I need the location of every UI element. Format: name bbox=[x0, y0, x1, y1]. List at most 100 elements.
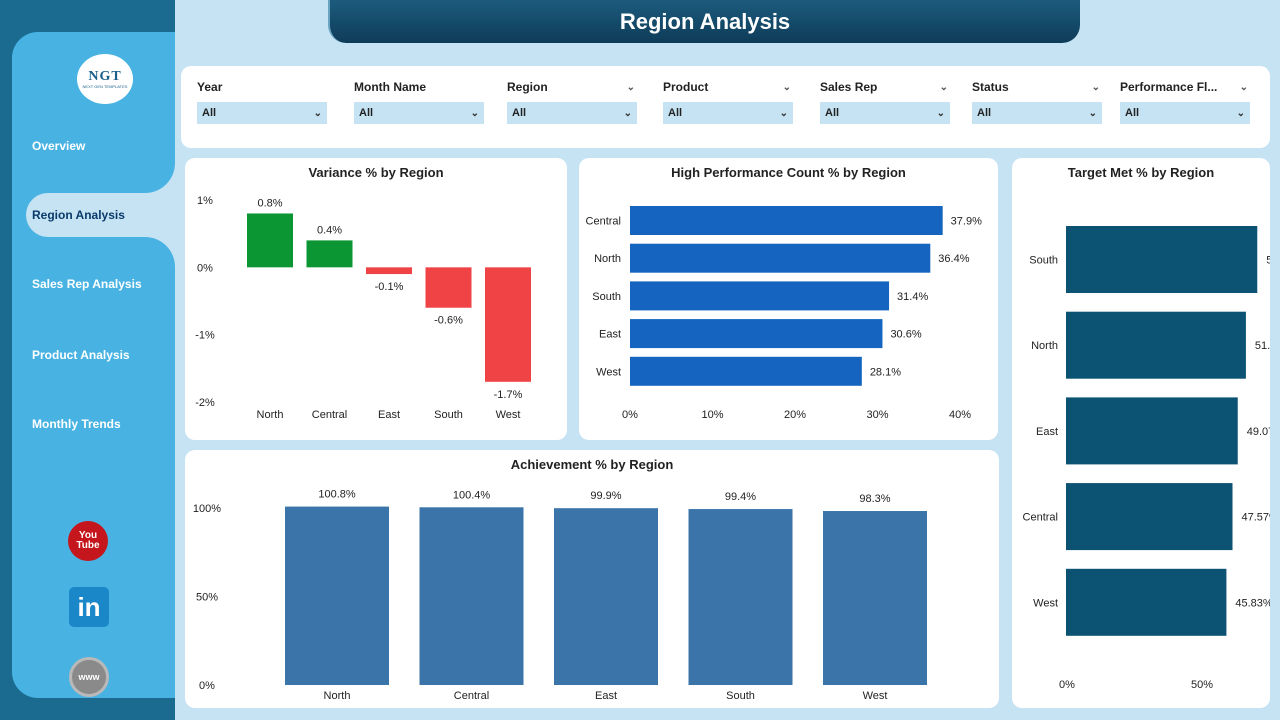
filter-sales-rep: Sales Rep ⌄ All ⌄ bbox=[820, 78, 950, 124]
filter-sales-rep-dropdown[interactable]: All ⌄ bbox=[820, 102, 950, 124]
nav-item-sales-rep-analysis[interactable]: Sales Rep Analysis bbox=[32, 277, 142, 291]
youtube-icon[interactable]: You Tube bbox=[68, 521, 108, 561]
data-label: 100.8% bbox=[318, 489, 356, 501]
chevron-down-icon[interactable]: ⌄ bbox=[1239, 81, 1248, 93]
y-tick-label: South bbox=[592, 291, 621, 303]
y-tick-label: North bbox=[594, 253, 621, 265]
y-tick-label: West bbox=[596, 366, 621, 378]
chart-title: Variance % by Region bbox=[308, 165, 444, 180]
y-tick-label: 1% bbox=[197, 195, 213, 207]
filter-label: Region bbox=[507, 80, 548, 94]
bar[interactable] bbox=[630, 206, 943, 235]
filter-product: Product ⌄ All ⌄ bbox=[663, 78, 793, 124]
chevron-down-icon[interactable]: ⌄ bbox=[939, 81, 948, 93]
x-tick-label: 50% bbox=[1191, 679, 1213, 691]
filter-product-dropdown[interactable]: All ⌄ bbox=[663, 102, 793, 124]
target-met-chart: South 54.65% North 51.40% East 49.07% Central 4… bbox=[1023, 226, 1270, 691]
bar[interactable] bbox=[285, 506, 389, 685]
nav-active-curve-bottom bbox=[145, 237, 175, 267]
chevron-down-icon: ⌄ bbox=[936, 107, 945, 119]
variance-chart: 1% 0% -1% -2% 0.8% North 0.4% Central -0.1% East -… bbox=[195, 195, 531, 421]
bar[interactable] bbox=[419, 507, 524, 685]
chevron-down-icon[interactable]: ⌄ bbox=[782, 81, 791, 93]
web-globe-icon[interactable]: www bbox=[69, 657, 109, 697]
logo-text: NGT bbox=[88, 68, 122, 84]
filter-value: All bbox=[825, 107, 840, 119]
filter-region-dropdown[interactable]: All ⌄ bbox=[507, 102, 637, 124]
achievement-chart-card: Achievement % by Region 100% 50% 0% 100.8% N… bbox=[185, 450, 999, 708]
nav-item-overview[interactable]: Overview bbox=[32, 139, 86, 153]
nav-item-product-analysis[interactable]: Product Analysis bbox=[32, 348, 130, 362]
linkedin-icon-text: in bbox=[77, 591, 101, 622]
y-tick-label: 0% bbox=[197, 262, 213, 274]
bar[interactable] bbox=[630, 281, 890, 311]
chevron-down-icon[interactable]: ⌄ bbox=[1091, 81, 1100, 93]
bar[interactable] bbox=[366, 267, 412, 275]
high-performance-chart: Central 37.9% North 36.4% South 31.4% East 30.6… bbox=[586, 206, 982, 421]
y-tick-label: East bbox=[1036, 426, 1058, 438]
filter-year-dropdown[interactable]: All ⌄ bbox=[197, 102, 327, 124]
data-label: 54.65% bbox=[1266, 255, 1270, 267]
linkedin-icon[interactable]: in bbox=[69, 587, 109, 627]
bar[interactable] bbox=[1066, 483, 1233, 551]
filter-label: Performance Fl... bbox=[1120, 80, 1218, 94]
filter-status-dropdown[interactable]: All ⌄ bbox=[972, 102, 1102, 124]
data-label: 30.6% bbox=[890, 329, 921, 341]
filter-performance-flag-dropdown[interactable]: All ⌄ bbox=[1120, 102, 1250, 124]
data-label: 31.4% bbox=[897, 291, 928, 303]
chevron-down-icon: ⌄ bbox=[470, 107, 479, 119]
filter-value: All bbox=[1125, 107, 1140, 119]
logo-subtitle: NEXT GEN TEMPLATES bbox=[82, 83, 128, 89]
chart-title: Achievement % by Region bbox=[510, 457, 674, 472]
filter-value: All bbox=[512, 107, 527, 119]
y-tick-label: 100% bbox=[193, 503, 221, 515]
bar[interactable] bbox=[1066, 568, 1227, 636]
data-label: 47.57% bbox=[1241, 512, 1270, 524]
y-tick-label: -1% bbox=[195, 330, 215, 342]
bar[interactable] bbox=[823, 511, 927, 685]
filter-month-name-dropdown[interactable]: All ⌄ bbox=[354, 102, 484, 124]
filter-label: Status bbox=[972, 80, 1009, 94]
filter-status: Status ⌄ All ⌄ bbox=[972, 78, 1102, 124]
chevron-down-icon: ⌄ bbox=[1088, 107, 1097, 119]
bar[interactable] bbox=[688, 509, 793, 685]
youtube-icon-text-bottom: Tube bbox=[76, 540, 100, 551]
filter-bar: Year All ⌄ Month Name All ⌄ Region ⌄ All ⌄ P… bbox=[181, 66, 1270, 148]
chevron-down-icon[interactable]: ⌄ bbox=[626, 81, 635, 93]
filter-region: Region ⌄ All ⌄ bbox=[507, 78, 637, 124]
filter-year: Year All ⌄ bbox=[197, 78, 327, 124]
filter-label: Month Name bbox=[354, 80, 426, 94]
bar[interactable] bbox=[306, 240, 353, 268]
bar[interactable] bbox=[425, 267, 472, 308]
chevron-down-icon: ⌄ bbox=[779, 107, 788, 119]
data-label: 100.4% bbox=[453, 489, 491, 501]
x-tick-label: South bbox=[434, 409, 463, 421]
x-tick-label: 10% bbox=[701, 409, 723, 421]
x-tick-label: 0% bbox=[622, 409, 638, 421]
nav-item-monthly-trends[interactable]: Monthly Trends bbox=[32, 417, 121, 431]
bar[interactable] bbox=[1066, 311, 1246, 379]
bar[interactable] bbox=[485, 267, 531, 382]
bar[interactable] bbox=[630, 319, 883, 349]
bar[interactable] bbox=[554, 508, 658, 685]
bar[interactable] bbox=[630, 243, 931, 273]
web-globe-icon-text: www bbox=[78, 672, 100, 682]
data-label: 45.83% bbox=[1235, 597, 1270, 609]
bar[interactable] bbox=[1066, 397, 1238, 465]
nav-active-curve-top bbox=[145, 163, 175, 193]
y-tick-label: Central bbox=[586, 216, 621, 228]
x-tick-label: 30% bbox=[866, 409, 888, 421]
high-performance-chart-card: High Performance Count % by Region Centr… bbox=[579, 158, 998, 440]
bar[interactable] bbox=[247, 213, 293, 268]
achievement-chart: 100% 50% 0% 100.8% North 100.4% Central 99.9% Ea… bbox=[193, 489, 927, 702]
nav-item-region-analysis[interactable]: Region Analysis bbox=[32, 208, 125, 222]
bar[interactable] bbox=[1066, 226, 1258, 293]
y-tick-label: 50% bbox=[196, 592, 218, 604]
y-tick-label: Central bbox=[1023, 512, 1058, 524]
filter-label: Product bbox=[663, 80, 709, 94]
x-tick-label: East bbox=[595, 690, 617, 702]
filter-month-name: Month Name All ⌄ bbox=[354, 78, 484, 124]
bar[interactable] bbox=[630, 356, 862, 386]
data-label: 51.40% bbox=[1255, 340, 1270, 352]
chevron-down-icon: ⌄ bbox=[313, 107, 322, 119]
